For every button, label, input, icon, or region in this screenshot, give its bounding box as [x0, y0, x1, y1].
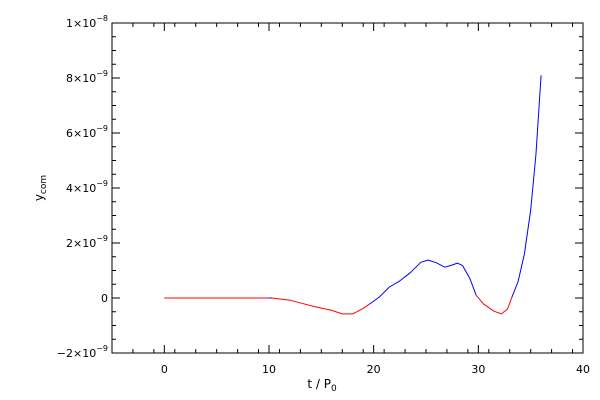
- y-tick-label: 4×10−9: [66, 179, 108, 195]
- x-tick-label: 0: [161, 363, 168, 376]
- series-line-segment-5: [511, 75, 542, 298]
- x-tick-label: 30: [471, 363, 485, 376]
- x-axis-label: t / P0: [307, 377, 337, 394]
- data-series: [164, 75, 542, 315]
- y-tick-label: 1×10−8: [66, 14, 108, 30]
- y-tick-label: 2×10−9: [66, 234, 108, 250]
- x-tick-label: 20: [367, 363, 381, 376]
- x-tick-label: 40: [576, 363, 590, 376]
- series-line-segment-3: [369, 259, 477, 305]
- x-tick-label: 10: [262, 363, 276, 376]
- series-line-segment-4: [475, 294, 513, 315]
- axis-ticks: [111, 22, 584, 354]
- y-axis-label: ycom: [32, 175, 49, 201]
- series-line-segment-2: [272, 297, 370, 315]
- y-tick-label: 8×10−9: [66, 69, 108, 85]
- tick-labels: 0 10 20 30 40 −2×10−9 0 2×10−9 4×10−9 6×10−9 8×10−…: [57, 14, 590, 376]
- y-tick-label: −2×10−9: [57, 344, 108, 360]
- plot-frame: [111, 22, 584, 354]
- y-tick-label: 0: [101, 292, 108, 305]
- y-tick-label: 6×10−9: [66, 124, 108, 140]
